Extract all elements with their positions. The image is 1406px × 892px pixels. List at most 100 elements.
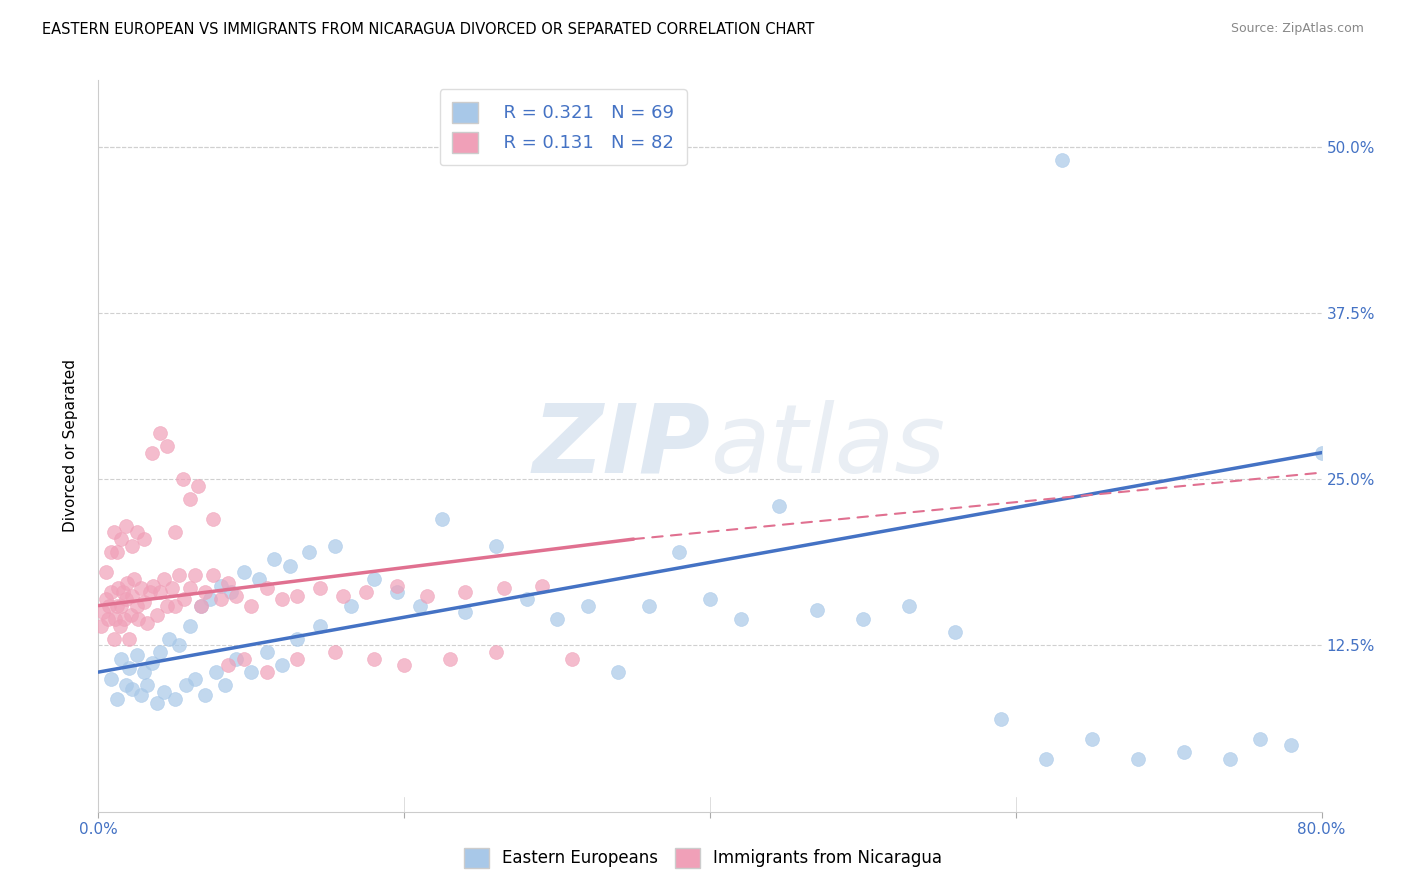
Point xyxy=(149,645,172,659)
Point xyxy=(256,645,278,659)
Point xyxy=(156,439,179,453)
Text: EASTERN EUROPEAN VS IMMIGRANTS FROM NICARAGUA DIVORCED OR SEPARATED CORRELATION : EASTERN EUROPEAN VS IMMIGRANTS FROM NICA… xyxy=(42,22,814,37)
Text: atlas: atlas xyxy=(710,400,945,492)
Point xyxy=(139,585,162,599)
Point xyxy=(1219,751,1241,765)
Point xyxy=(127,612,149,626)
Point xyxy=(806,602,828,616)
Point xyxy=(134,532,156,546)
Point xyxy=(110,532,132,546)
Point xyxy=(607,665,630,679)
Point xyxy=(145,696,167,710)
Point xyxy=(107,582,129,596)
Legend:   R = 0.321   N = 69,   R = 0.131   N = 82: R = 0.321 N = 69, R = 0.131 N = 82 xyxy=(440,89,686,165)
Point xyxy=(105,691,128,706)
Point xyxy=(153,572,176,586)
Point xyxy=(173,591,195,606)
Point xyxy=(156,599,179,613)
Point xyxy=(730,612,752,626)
Point xyxy=(163,599,186,613)
Point xyxy=(546,612,568,626)
Point xyxy=(768,499,790,513)
Point xyxy=(408,599,430,613)
Point xyxy=(309,582,332,596)
Point xyxy=(145,607,167,622)
Point xyxy=(561,652,583,666)
Point xyxy=(149,585,172,599)
Point xyxy=(110,599,132,613)
Point xyxy=(432,512,454,526)
Point xyxy=(94,566,117,580)
Point xyxy=(225,589,247,603)
Point xyxy=(134,594,156,608)
Point xyxy=(121,589,143,603)
Point xyxy=(285,589,308,603)
Point xyxy=(149,425,172,440)
Point xyxy=(90,618,112,632)
Point xyxy=(179,618,201,632)
Point xyxy=(100,672,122,686)
Legend: Eastern Europeans, Immigrants from Nicaragua: Eastern Europeans, Immigrants from Nicar… xyxy=(457,841,949,875)
Point xyxy=(105,545,128,559)
Point xyxy=(117,576,139,591)
Point xyxy=(668,545,690,559)
Point xyxy=(485,645,508,659)
Y-axis label: Divorced or Separated: Divorced or Separated xyxy=(63,359,77,533)
Point xyxy=(97,612,120,626)
Point xyxy=(98,599,121,613)
Text: Source: ZipAtlas.com: Source: ZipAtlas.com xyxy=(1230,22,1364,36)
Point xyxy=(1279,738,1302,752)
Point xyxy=(247,572,270,586)
Point xyxy=(530,579,553,593)
Point xyxy=(214,678,236,692)
Point xyxy=(278,558,301,573)
Point xyxy=(240,599,263,613)
Point xyxy=(852,612,875,626)
Point xyxy=(392,658,416,673)
Point xyxy=(103,632,125,646)
Point xyxy=(209,591,232,606)
Point xyxy=(121,682,143,697)
Point xyxy=(129,582,152,596)
Point xyxy=(1173,745,1195,759)
Point xyxy=(1128,751,1150,765)
Point xyxy=(1081,731,1104,746)
Point xyxy=(163,525,186,540)
Point xyxy=(217,658,239,673)
Point xyxy=(225,652,247,666)
Point xyxy=(217,576,239,591)
Point xyxy=(108,618,131,632)
Point xyxy=(202,568,225,582)
Point xyxy=(134,665,156,679)
Point xyxy=(118,661,141,675)
Point xyxy=(202,512,225,526)
Point xyxy=(416,589,439,603)
Point xyxy=(121,539,143,553)
Point xyxy=(385,585,408,599)
Point xyxy=(232,652,254,666)
Point xyxy=(110,652,132,666)
Point xyxy=(298,545,321,559)
Point xyxy=(190,599,212,613)
Point xyxy=(1310,445,1333,459)
Point xyxy=(100,585,122,599)
Point xyxy=(454,585,477,599)
Point xyxy=(943,625,966,640)
Text: ZIP: ZIP xyxy=(531,400,710,492)
Point xyxy=(169,639,191,653)
Point xyxy=(285,652,308,666)
Point xyxy=(125,648,148,662)
Point xyxy=(174,678,197,692)
Point xyxy=(325,645,347,659)
Point xyxy=(198,591,221,606)
Point xyxy=(111,585,134,599)
Point xyxy=(179,492,201,507)
Point xyxy=(105,599,128,613)
Point xyxy=(194,585,217,599)
Point xyxy=(576,599,599,613)
Point xyxy=(125,599,148,613)
Point xyxy=(339,599,361,613)
Point xyxy=(129,688,152,702)
Point xyxy=(169,568,191,582)
Point xyxy=(263,552,285,566)
